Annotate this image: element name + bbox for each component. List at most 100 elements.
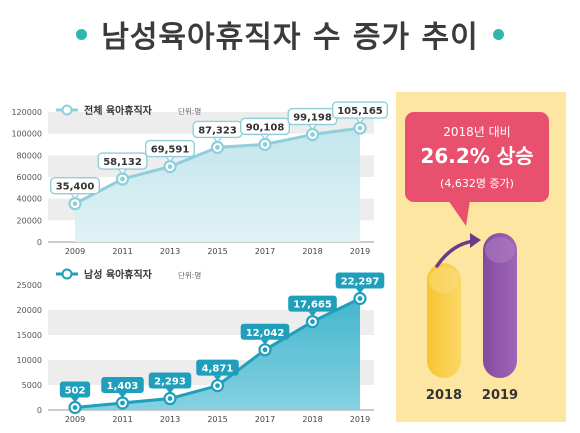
series-area [75, 128, 360, 242]
data-label-pointer [166, 388, 174, 394]
legend-marker [61, 268, 73, 280]
data-point-core [215, 145, 220, 150]
data-label: 4,871 [202, 364, 234, 375]
bar-cap-highlight [429, 267, 459, 294]
y-tick-label: 40000 [17, 195, 42, 204]
x-tick-label: 2011 [112, 247, 132, 256]
data-label-box [101, 376, 144, 393]
data-label-box [288, 295, 337, 312]
data-point-core [357, 125, 363, 131]
data-point-core [120, 400, 125, 406]
data-label-pointer [118, 392, 127, 398]
data-label-pointer [71, 397, 79, 403]
data-label: 1,403 [107, 381, 139, 392]
data-label: 69,591 [151, 145, 190, 156]
y-tick-label: 5000 [22, 381, 42, 390]
y-tick-label: 0 [37, 406, 42, 415]
y-tick-label: 60000 [17, 173, 42, 182]
callout-bubble [405, 112, 549, 202]
data-point-core [262, 141, 268, 147]
data-label-pointer [259, 133, 271, 141]
data-label-box [59, 381, 91, 398]
x-tick-label: 2019 [350, 415, 370, 424]
bullet-dot-icon [492, 28, 504, 40]
data-label-pointer [356, 288, 364, 294]
series-area [75, 298, 360, 410]
data-label: 99,198 [293, 113, 332, 124]
data-point-core [357, 296, 363, 301]
data-point-core [215, 383, 220, 389]
callout-pointer [448, 200, 470, 226]
y-tick-label: 20000 [17, 216, 42, 225]
callout-line2: 26.2% 상승 [420, 144, 533, 168]
data-label: 2,293 [154, 377, 186, 388]
data-label: 35,400 [56, 182, 95, 193]
y-tick-label: 100000 [11, 130, 42, 139]
bar-2019 [483, 233, 517, 378]
data-label-pointer [117, 168, 128, 175]
data-label: 17,665 [293, 300, 332, 311]
data-label-pointer [354, 117, 366, 125]
data-label-pointer [261, 339, 269, 345]
y-tick-label: 10000 [17, 356, 42, 365]
data-point-core [167, 396, 173, 401]
y-tick-label: 80000 [17, 151, 42, 160]
data-point-core [310, 132, 315, 137]
data-label-pointer [212, 136, 223, 144]
legend-label: 남성 육아휴직자 [84, 268, 153, 281]
bar-cap-highlight [485, 237, 515, 263]
data-label: 87,323 [198, 125, 237, 136]
data-label-pointer [307, 123, 318, 131]
data-label-pointer [69, 193, 81, 200]
data-label-box [196, 359, 239, 376]
x-tick-label: 2013 [160, 415, 180, 424]
data-label-pointer [308, 311, 317, 317]
x-tick-label: 2017 [255, 247, 275, 256]
data-label-pointer [213, 375, 222, 381]
y-tick-label: 0 [37, 238, 42, 247]
data-label-box [335, 272, 385, 289]
data-point-core [120, 176, 125, 182]
data-label: 58,132 [103, 157, 142, 168]
data-label-box [240, 323, 290, 340]
data-label: 502 [65, 385, 86, 396]
y-tick-label: 25000 [17, 281, 42, 290]
data-point-core [310, 319, 315, 325]
bar-category-label: 2019 [482, 388, 518, 403]
title-bar: 남성육아휴직자 수 증가 추이 [0, 6, 580, 62]
data-point-core [72, 405, 78, 410]
bullet-dot-icon [76, 28, 88, 40]
x-tick-label: 2009 [65, 415, 85, 424]
callout-line3: (4,632명 증가) [440, 177, 514, 190]
x-tick-label: 2017 [255, 415, 275, 424]
page-title: 남성육아휴직자 수 증가 추이 [101, 20, 479, 55]
x-tick-label: 2015 [207, 247, 227, 256]
x-tick-label: 2013 [160, 247, 180, 256]
x-tick-label: 2018 [302, 415, 322, 424]
unit-label: 단위:명 [178, 270, 201, 280]
data-point-core [72, 201, 78, 207]
data-point-core [262, 347, 268, 353]
data-point-core [167, 164, 173, 170]
x-tick-label: 2011 [112, 415, 132, 424]
unit-label: 단위:명 [178, 106, 201, 116]
callout-line1: 2018년 대비 [443, 125, 510, 139]
data-label-box [148, 372, 192, 389]
x-tick-label: 2018 [302, 247, 322, 256]
data-label-pointer [164, 156, 176, 163]
x-tick-label: 2009 [65, 247, 85, 256]
data-label: 12,042 [246, 328, 285, 339]
legend-label: 전체 육아휴직자 [84, 104, 153, 117]
bar-2018 [427, 263, 461, 378]
data-label: 105,165 [337, 106, 383, 117]
trend-arrow-head-icon [470, 233, 481, 248]
y-tick-label: 15000 [17, 331, 42, 340]
bar-category-label: 2018 [426, 388, 462, 403]
y-tick-label: 20000 [17, 306, 42, 315]
data-label: 90,108 [246, 122, 285, 133]
data-label: 22,297 [341, 277, 380, 288]
legend-marker [61, 104, 73, 116]
y-tick-label: 120000 [11, 108, 42, 117]
x-tick-label: 2019 [350, 247, 370, 256]
